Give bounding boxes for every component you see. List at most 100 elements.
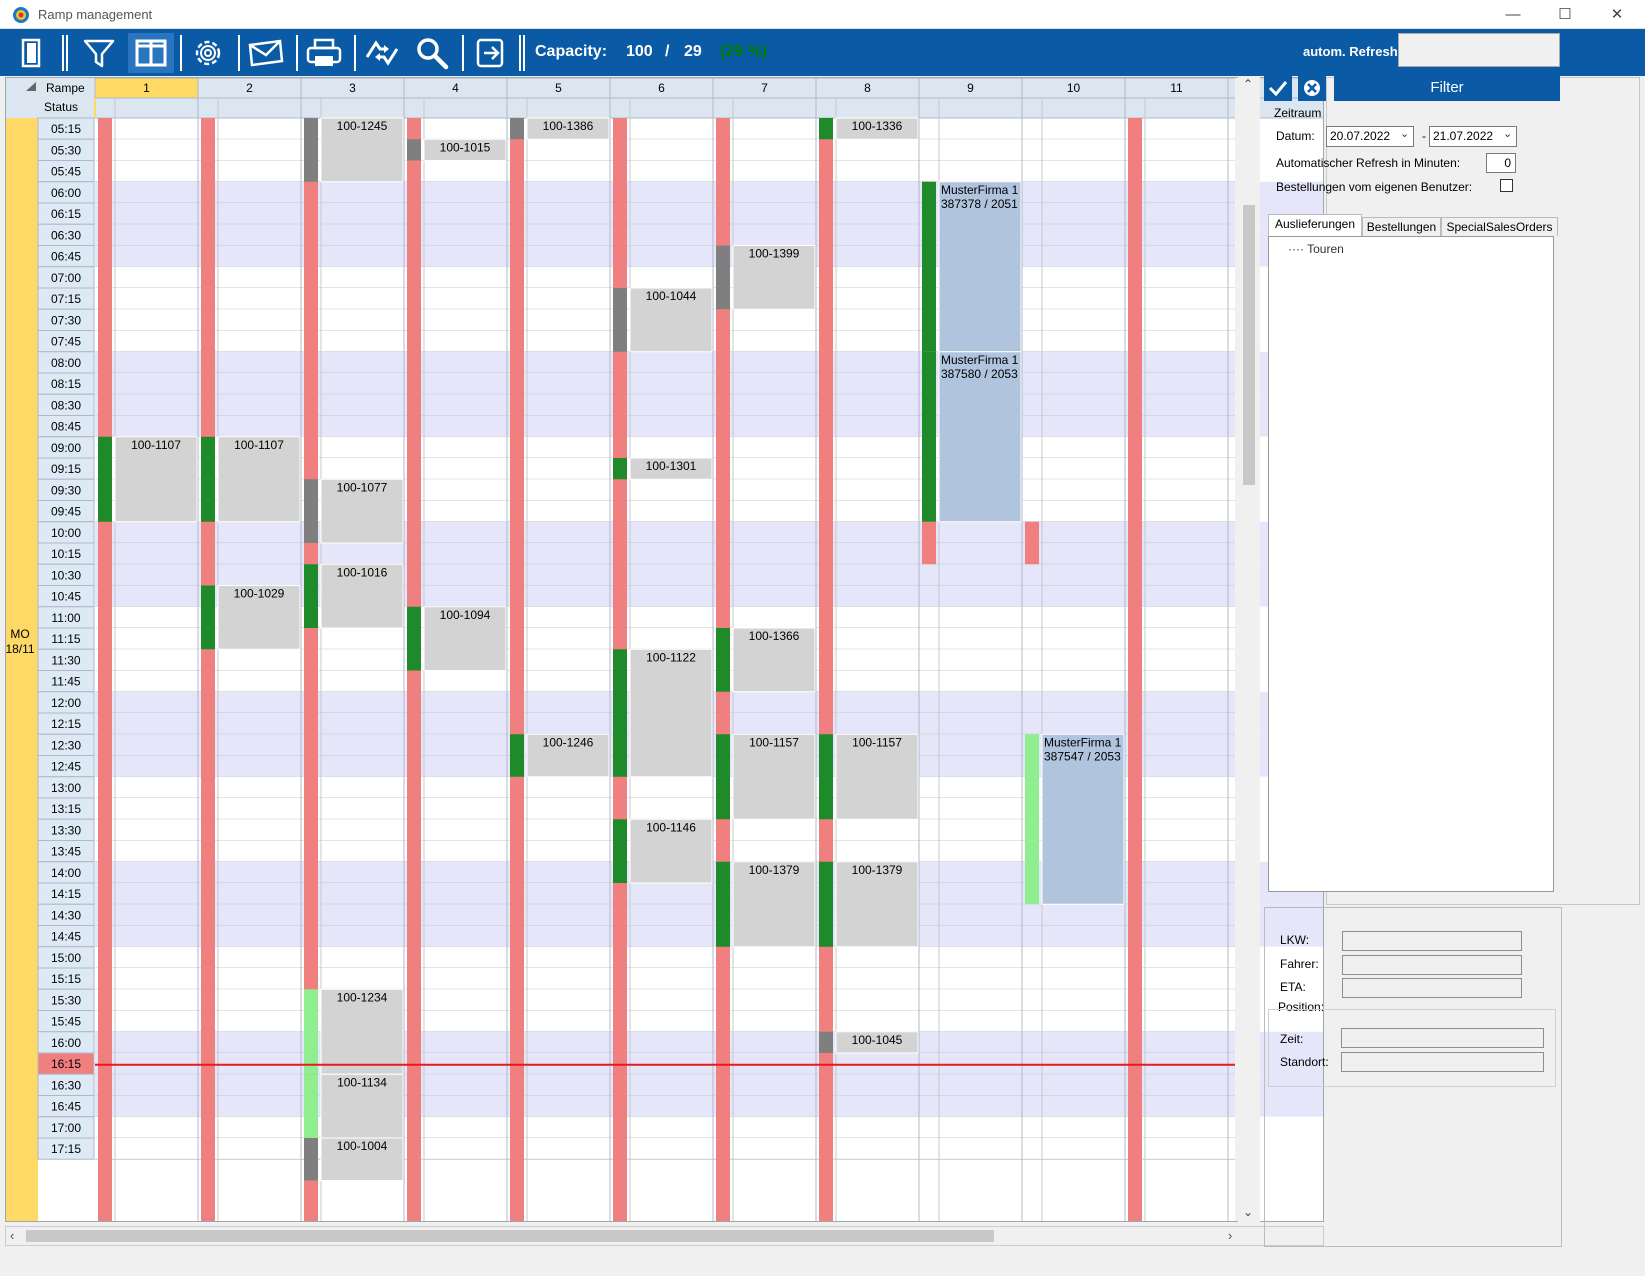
- booking-status-100-1045[interactable]: [819, 1031, 833, 1053]
- search-magnifier-icon[interactable]: [409, 33, 455, 73]
- booking-status-100-1245[interactable]: [304, 118, 318, 182]
- booking-status-100-1336[interactable]: [819, 118, 833, 140]
- exit-door-icon[interactable]: [8, 33, 54, 73]
- export-arrow-icon[interactable]: [467, 33, 513, 73]
- vertical-scroll-thumb[interactable]: [1243, 205, 1255, 485]
- booking-status-100-1246[interactable]: [510, 734, 524, 777]
- booking-status-100-1134[interactable]: [304, 1074, 318, 1138]
- layout-columns-icon[interactable]: [128, 33, 174, 73]
- refresh-minutes-input[interactable]: 0: [1486, 153, 1516, 173]
- booking-status-100-1077[interactable]: [304, 479, 318, 543]
- scroll-down-icon[interactable]: ⌄: [1243, 1205, 1254, 1219]
- booking-100-1245[interactable]: [320, 117, 404, 183]
- ramp-status-5[interactable]: [506, 97, 611, 119]
- filter-icon[interactable]: [76, 33, 122, 73]
- booking-100-1107[interactable]: [217, 436, 301, 523]
- booking-100-1336[interactable]: [835, 117, 919, 140]
- print-icon[interactable]: [301, 33, 347, 73]
- scroll-right-icon[interactable]: ›: [1228, 1228, 1233, 1243]
- settings-gear-icon[interactable]: [185, 33, 231, 73]
- booking-status-100-1094[interactable]: [407, 606, 421, 671]
- ramp-status-3[interactable]: [300, 97, 405, 119]
- booking-status-100-1366[interactable]: [716, 628, 730, 692]
- booking-status-100-1107[interactable]: [201, 436, 215, 522]
- ramp-status-11[interactable]: [1124, 97, 1229, 119]
- ramp-status-10[interactable]: [1021, 97, 1126, 119]
- scroll-left-icon[interactable]: ‹: [10, 1228, 15, 1243]
- auto-refresh-field[interactable]: [1398, 33, 1560, 67]
- booking-100-1399[interactable]: [732, 245, 816, 310]
- booking-status-MusterFirma 1[interactable]: [922, 351, 936, 522]
- booking-100-1016[interactable]: [320, 563, 404, 629]
- tree-view[interactable]: [1268, 236, 1554, 892]
- ramp-status-7[interactable]: [712, 97, 817, 119]
- booking-status-100-1386[interactable]: [510, 118, 524, 140]
- own-orders-checkbox[interactable]: [1500, 179, 1513, 192]
- booking-status-100-1029[interactable]: [201, 585, 215, 650]
- booking-status-100-1379[interactable]: [819, 861, 833, 947]
- ramp-status-6[interactable]: [609, 97, 714, 119]
- booking-status-100-1015[interactable]: [407, 139, 421, 161]
- booking-status-100-1016[interactable]: [304, 564, 318, 628]
- booking-status-MusterFirma 1[interactable]: [1025, 734, 1039, 905]
- booking-status-100-1399[interactable]: [716, 245, 730, 310]
- ramp-status-4[interactable]: [403, 97, 508, 119]
- booking-100-1386[interactable]: [526, 117, 610, 140]
- booking-status-MusterFirma 1[interactable]: [922, 181, 936, 352]
- booking-100-1379[interactable]: [835, 861, 919, 948]
- booking-100-1234[interactable]: [320, 988, 404, 1075]
- check-icon[interactable]: [1264, 75, 1292, 101]
- location-field[interactable]: [1341, 1052, 1544, 1072]
- booking-100-1015[interactable]: [423, 138, 507, 161]
- booking-MusterFirma 1[interactable]: [938, 351, 1022, 523]
- filter-button[interactable]: Filter: [1334, 75, 1560, 101]
- booking-100-1157[interactable]: [835, 733, 919, 820]
- ramp-schedule-grid[interactable]: RampeStatus123456789101112MO18/1105:1505…: [5, 77, 1324, 1222]
- minimize-button[interactable]: —: [1505, 6, 1521, 23]
- booking-100-1094[interactable]: [423, 606, 507, 671]
- booking-MusterFirma 1[interactable]: [938, 181, 1022, 353]
- ramp-status-9[interactable]: [918, 97, 1023, 119]
- booking-status-100-1301[interactable]: [613, 458, 627, 480]
- booking-100-1157[interactable]: [732, 733, 816, 820]
- tree-root-touren[interactable]: ···· Touren: [1288, 242, 1344, 256]
- driver-field[interactable]: [1342, 955, 1522, 975]
- horizontal-scrollbar[interactable]: ‹ ›: [5, 1226, 1324, 1246]
- vertical-scrollbar[interactable]: ⌃ ⌄: [1238, 77, 1260, 1222]
- horizontal-scroll-thumb[interactable]: [26, 1230, 994, 1242]
- booking-status-100-1122[interactable]: [613, 649, 627, 777]
- time-field[interactable]: [1341, 1028, 1544, 1048]
- booking-status-100-1146[interactable]: [613, 819, 627, 883]
- booking-100-1122[interactable]: [629, 648, 713, 778]
- date-to-chevron-down-icon[interactable]: ⌄: [1503, 128, 1513, 140]
- booking-100-1246[interactable]: [526, 733, 610, 778]
- booking-MusterFirma 1[interactable]: [1041, 733, 1125, 905]
- tab-auslieferungen[interactable]: Auslieferungen: [1268, 214, 1362, 236]
- truck-field[interactable]: [1342, 931, 1522, 951]
- booking-status-100-1157[interactable]: [819, 734, 833, 820]
- ramp-status-8[interactable]: [815, 97, 920, 119]
- ramp-status-1[interactable]: [94, 97, 199, 119]
- booking-status-100-1157[interactable]: [716, 734, 730, 820]
- booking-status-100-1044[interactable]: [613, 288, 627, 352]
- scroll-up-icon[interactable]: ⌃: [1243, 77, 1254, 91]
- booking-100-1004[interactable]: [320, 1137, 404, 1181]
- ramp-status-2[interactable]: [197, 97, 302, 119]
- booking-status-100-1107[interactable]: [98, 436, 112, 522]
- booking-100-1301[interactable]: [629, 457, 713, 480]
- booking-100-1045[interactable]: [835, 1031, 919, 1054]
- booking-status-100-1234[interactable]: [304, 989, 318, 1075]
- refresh-arrows-icon[interactable]: [359, 33, 405, 73]
- date-to-picker[interactable]: 21.07.2022: [1429, 126, 1517, 147]
- booking-100-1379[interactable]: [732, 861, 816, 948]
- date-from-picker[interactable]: 20.07.2022: [1326, 126, 1414, 147]
- booking-100-1044[interactable]: [629, 287, 713, 353]
- close-button[interactable]: ✕: [1610, 6, 1624, 23]
- tab-bestellungen[interactable]: Bestellungen: [1362, 217, 1441, 236]
- booking-status-100-1004[interactable]: [304, 1138, 318, 1181]
- clear-icon[interactable]: [1298, 75, 1326, 101]
- booking-status-100-1379[interactable]: [716, 861, 730, 947]
- eta-field[interactable]: [1342, 978, 1522, 998]
- tab-specialsalesorders[interactable]: SpecialSalesOrders: [1441, 217, 1558, 236]
- booking-100-1029[interactable]: [217, 585, 301, 650]
